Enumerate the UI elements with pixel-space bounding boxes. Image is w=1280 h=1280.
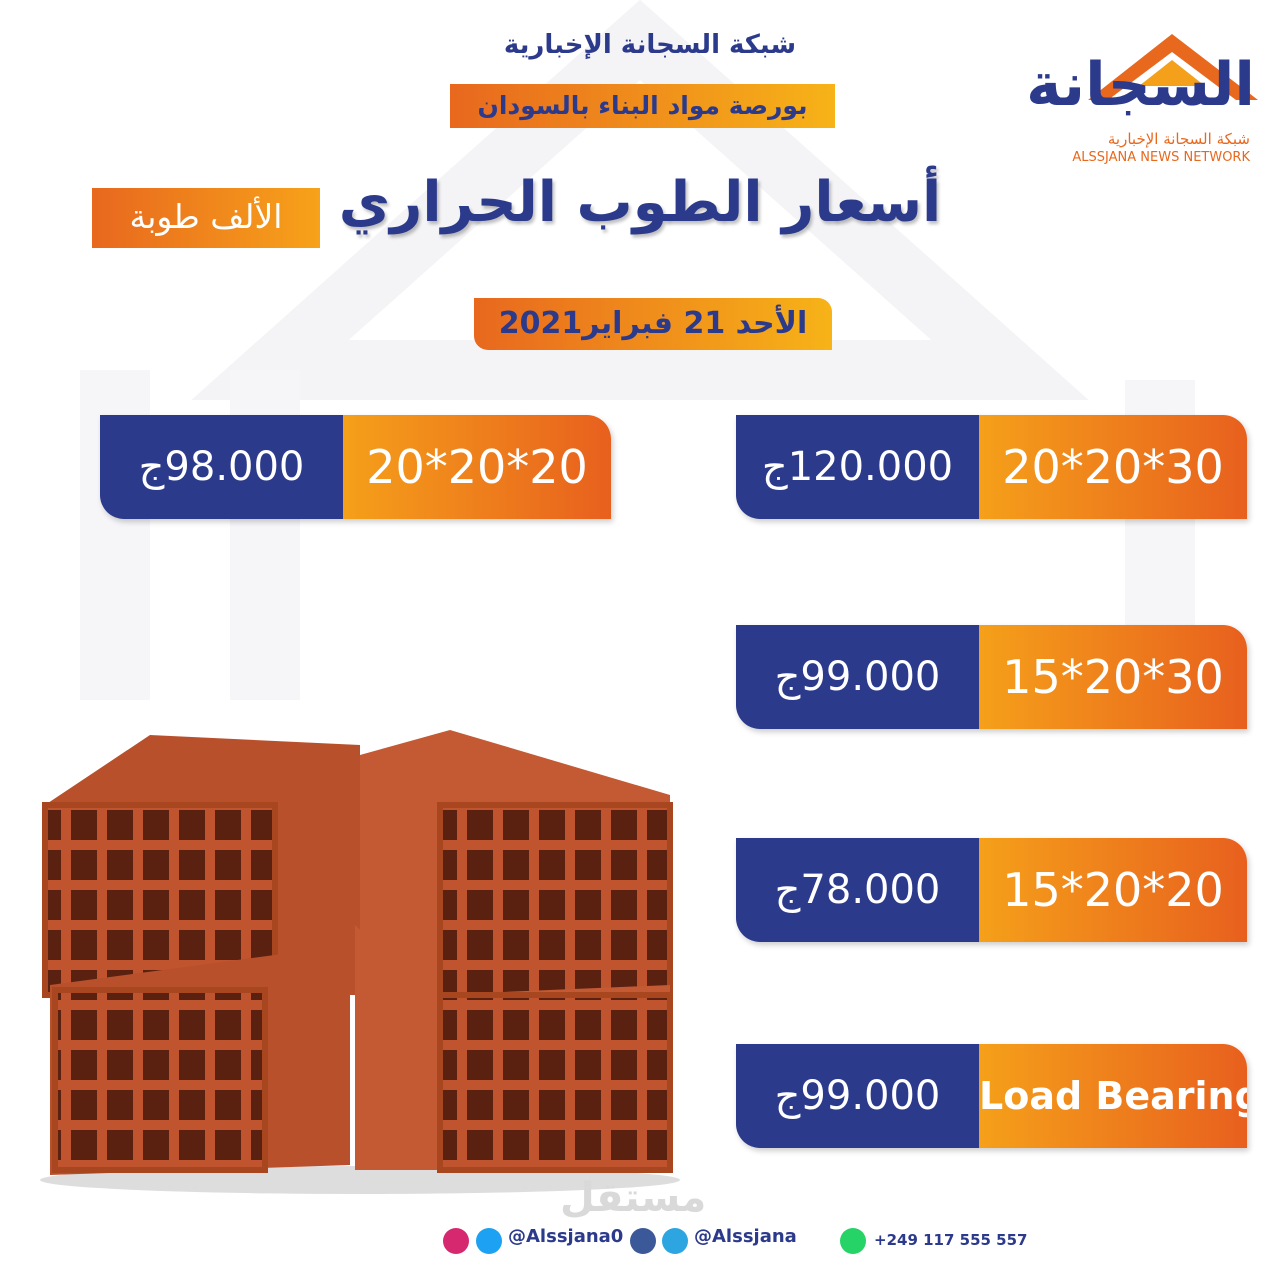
subtitle: بورصة مواد البناء بالسودان	[450, 84, 835, 128]
instagram-icon	[443, 1228, 469, 1254]
logo-name: السجانة	[1026, 50, 1255, 120]
price: 99.000ج	[736, 625, 979, 729]
logo-tagline: شبكة السجانة الإخبارية	[1107, 130, 1250, 148]
size: 15*20*20	[979, 838, 1247, 942]
price: 78.000ج	[736, 838, 979, 942]
price: 99.000ج	[736, 1044, 979, 1148]
size: 15*20*30	[979, 625, 1247, 729]
title: أسعار الطوب الحراري	[338, 170, 942, 235]
date: الأحد 21 فبراير2021	[474, 298, 832, 350]
facebook-icon	[630, 1228, 656, 1254]
unit-label: الألف طوبة	[92, 188, 320, 248]
price-card: 78.000ج 15*20*20	[736, 838, 1247, 942]
price-card: 99.000ج Load Bearing	[736, 1044, 1247, 1148]
network-name: شبكة السجانة الإخبارية	[503, 30, 797, 60]
price: 120.000ج	[736, 415, 979, 519]
bricks-image	[40, 730, 680, 1194]
whatsapp-icon	[840, 1228, 866, 1254]
telegram-icon	[662, 1228, 688, 1254]
logo-english: ALSSJANA NEWS NETWORK	[1072, 150, 1250, 165]
phone: +249 117 555 557	[874, 1231, 1028, 1249]
price-card: 98.000ج 20*20*20	[100, 415, 611, 519]
twitter-icon	[476, 1228, 502, 1254]
size: Load Bearing	[979, 1044, 1247, 1148]
watermark: مستقل	[560, 1175, 707, 1221]
price-card: 99.000ج 15*20*30	[736, 625, 1247, 729]
size: 20*20*30	[979, 415, 1247, 519]
handle: @Alssjana	[694, 1226, 797, 1247]
size: 20*20*20	[343, 415, 611, 519]
handle: @Alssjana0	[508, 1226, 624, 1247]
price-card: 120.000ج 20*20*30	[736, 415, 1247, 519]
price: 98.000ج	[100, 415, 343, 519]
